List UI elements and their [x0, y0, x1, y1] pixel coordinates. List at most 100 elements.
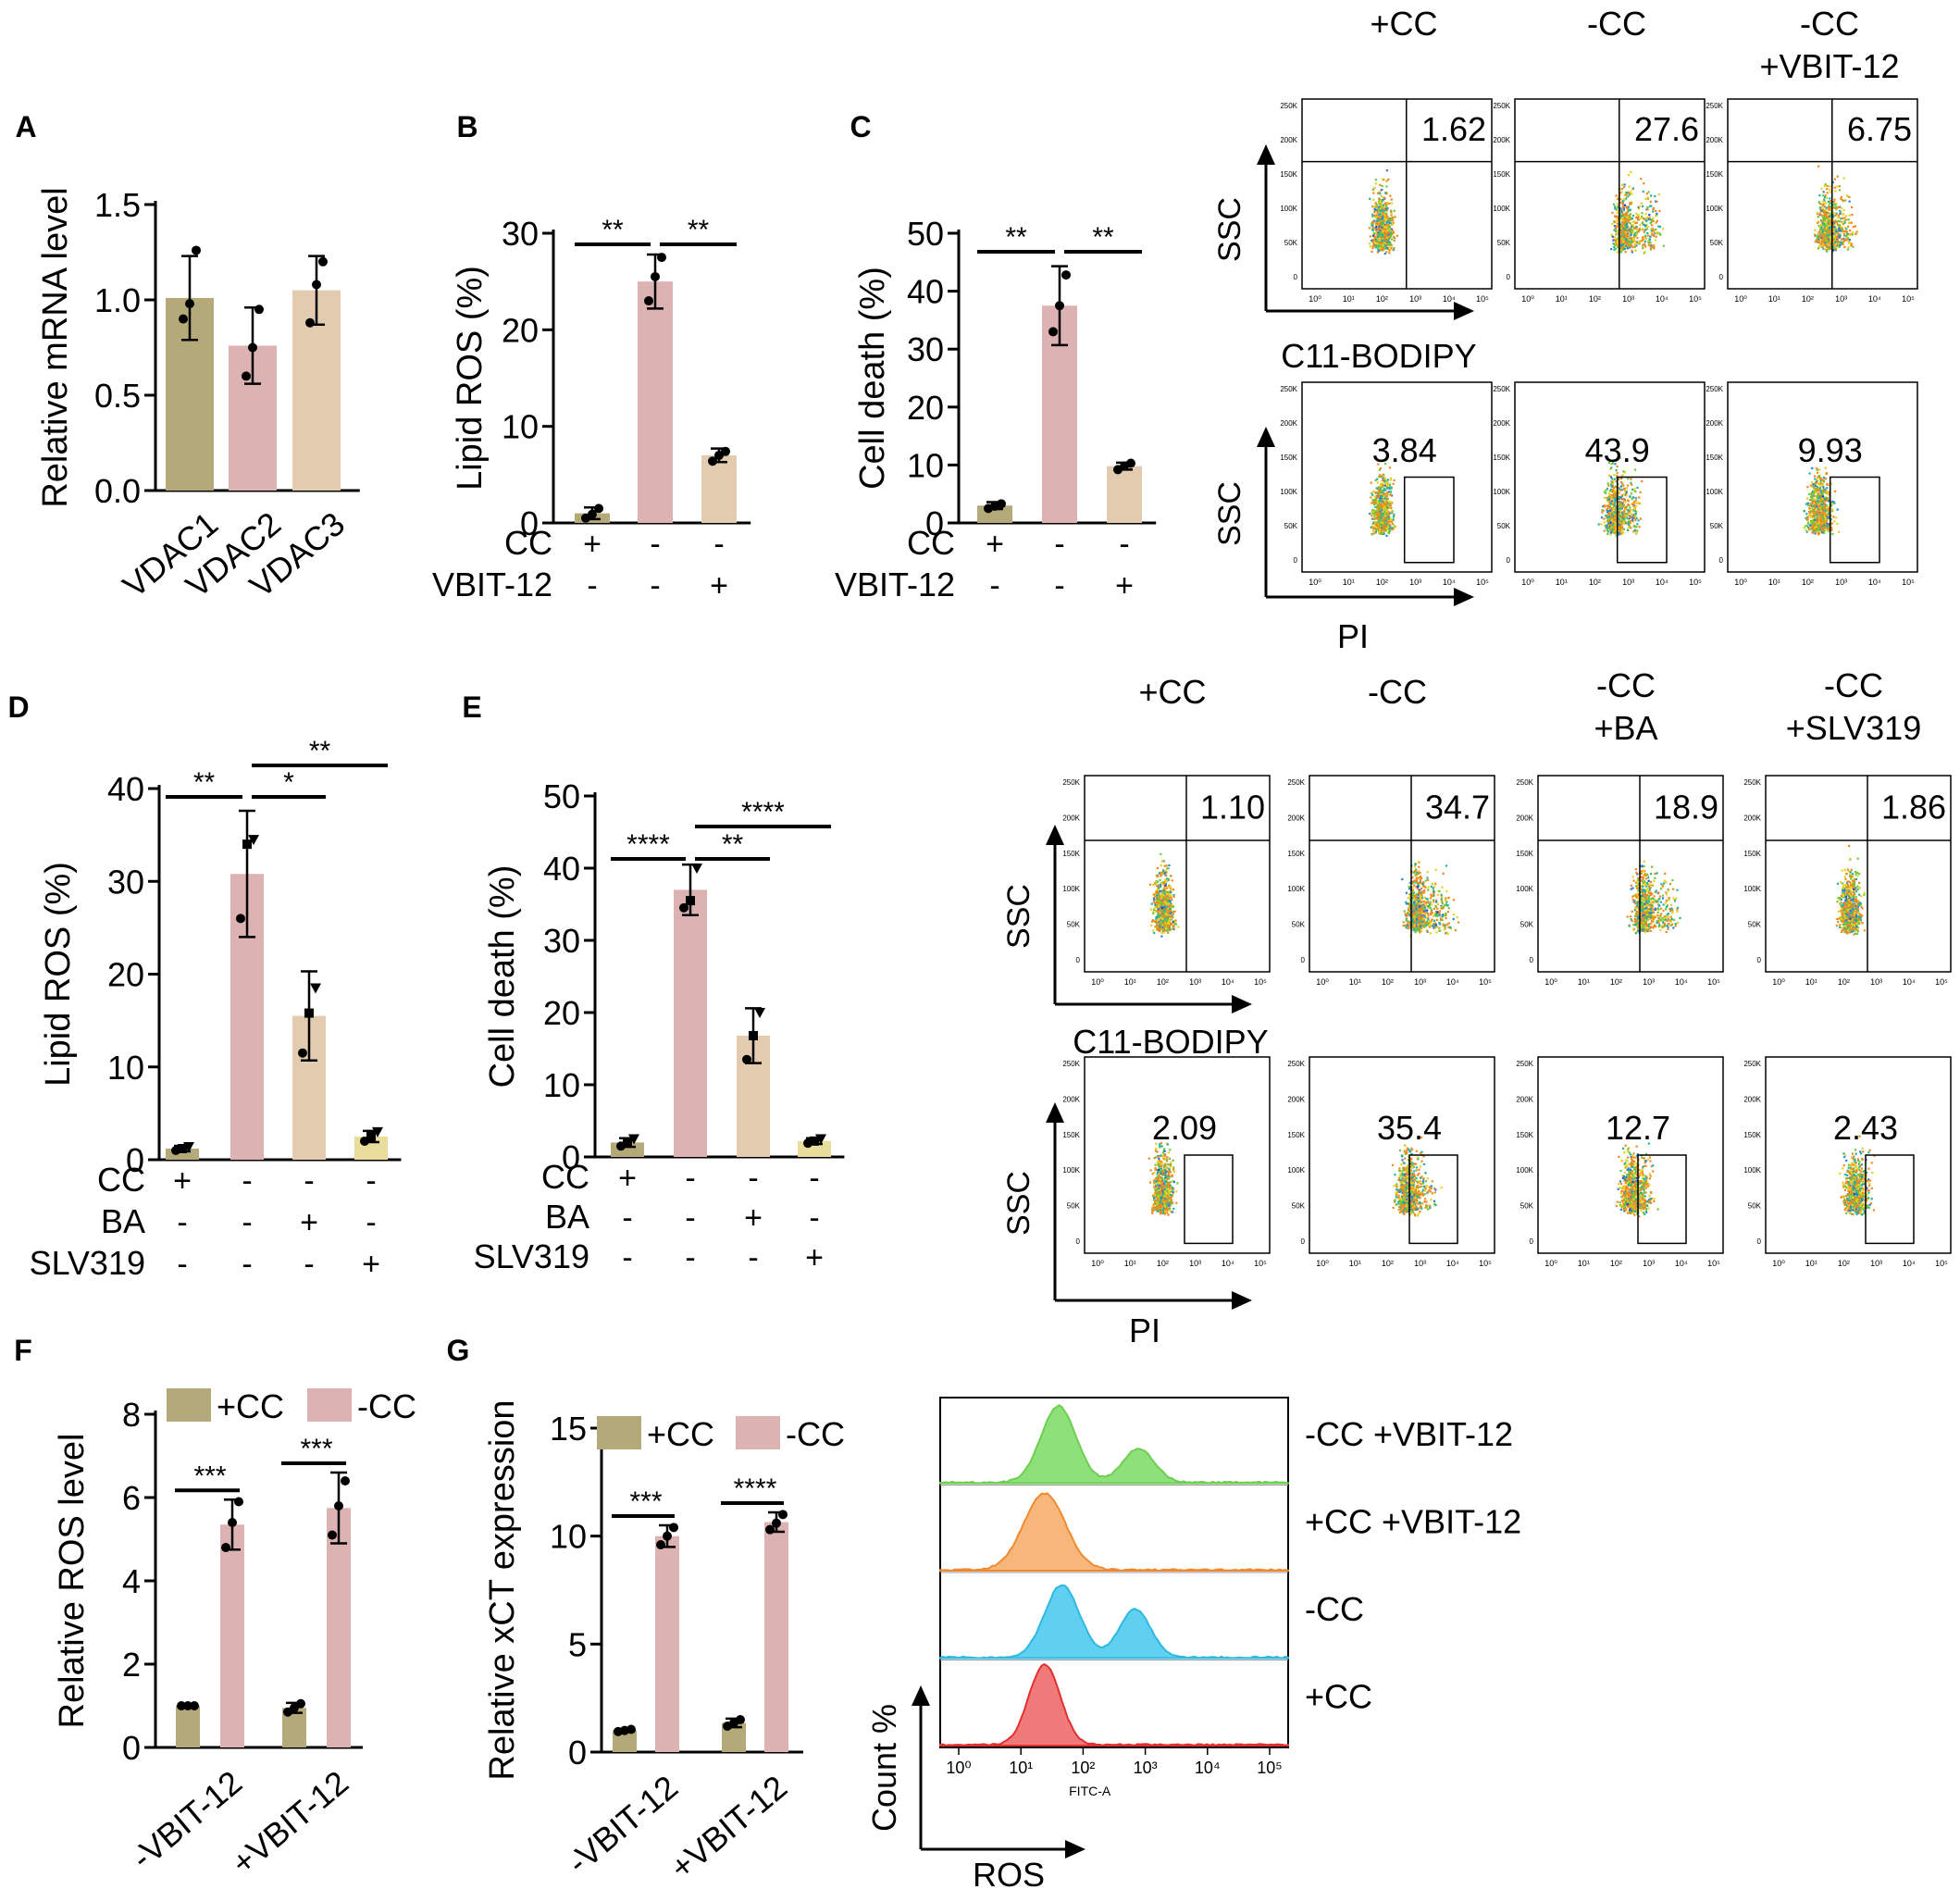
flow-y-tick: 0 — [1719, 273, 1724, 281]
bar — [655, 1535, 679, 1752]
cytometry-event — [1644, 197, 1647, 200]
flow-y-tick: 250K — [1493, 385, 1510, 393]
cytometry-event — [1843, 217, 1846, 219]
cytometry-event — [1378, 227, 1382, 230]
cytometry-event — [1834, 242, 1837, 246]
data-point — [248, 835, 259, 846]
cytometry-event — [1169, 901, 1172, 904]
cytometry-event — [1838, 224, 1842, 227]
cytometry-event — [1817, 476, 1819, 479]
cytometry-event — [1374, 515, 1377, 517]
cytometry-event — [1820, 236, 1823, 239]
cytometry-event — [1381, 245, 1383, 248]
cytometry-event — [1627, 194, 1630, 198]
cytometry-event — [1632, 237, 1635, 240]
cytometry-event — [1822, 222, 1825, 226]
cytometry-event — [1818, 513, 1822, 516]
cytometry-event — [1369, 245, 1371, 248]
flow-y-tick: 150K — [1706, 170, 1723, 179]
condition-label: CC — [541, 1158, 589, 1196]
y-tick-label: 1.5 — [94, 186, 141, 224]
cytometry-event — [1384, 482, 1387, 485]
cytometry-event — [1172, 913, 1175, 915]
cytometry-event — [1828, 217, 1830, 220]
y-tick-label: 0 — [562, 1138, 580, 1176]
cytometry-event — [1636, 529, 1639, 532]
cytometry-event — [1169, 900, 1172, 902]
cytometry-event — [1153, 907, 1156, 910]
cytometry-event — [1379, 207, 1382, 210]
cytometry-event — [1847, 237, 1850, 240]
cytometry-event — [1383, 514, 1387, 516]
cytometry-event — [1394, 237, 1396, 240]
cytometry-event — [1372, 234, 1375, 237]
cytometry-event — [1371, 517, 1374, 520]
cytometry-event — [1381, 503, 1383, 506]
condition-sign: - — [713, 527, 724, 562]
cytometry-event — [1617, 247, 1620, 250]
cytometry-event — [1840, 230, 1842, 232]
cytometry-event — [1622, 239, 1626, 242]
cytometry-event — [1383, 515, 1385, 517]
cytometry-event — [1835, 231, 1838, 234]
cytometry-event — [1614, 463, 1617, 466]
bar — [220, 1524, 244, 1747]
condition-sign: - — [685, 1240, 695, 1275]
y-axis-label: Lipid ROS (%) — [451, 266, 490, 491]
cytometry-event — [1607, 523, 1610, 526]
cytometry-event — [1825, 510, 1828, 513]
cytometry-event — [1823, 503, 1826, 505]
cytometry-event — [1655, 235, 1657, 238]
cytometry-event — [1843, 239, 1846, 242]
cytometry-event — [1830, 212, 1832, 215]
cytometry-event — [1611, 501, 1615, 503]
cytometry-event — [1623, 227, 1627, 230]
cytometry-event — [1627, 220, 1630, 223]
flow-x-tick: 10⁴ — [1443, 578, 1456, 587]
cytometry-event — [1381, 524, 1383, 528]
cytometry-event — [1829, 242, 1831, 245]
cytometry-event — [1383, 230, 1386, 233]
cytometry-event — [1817, 495, 1819, 499]
cytometry-event — [1622, 522, 1626, 525]
cytometry-event — [1646, 208, 1649, 211]
cytometry-event — [1633, 220, 1636, 223]
cytometry-event — [1390, 198, 1393, 201]
cytometry-event — [1387, 483, 1390, 487]
cytometry-event — [1618, 477, 1620, 479]
cytometry-event — [1835, 207, 1838, 210]
cytometry-event — [1625, 242, 1629, 245]
cytometry-event — [1384, 243, 1387, 247]
gate-percentage: 1.62 — [1421, 110, 1486, 148]
cytometry-event — [1662, 228, 1665, 230]
cytometry-event — [1383, 494, 1385, 497]
cytometry-event — [1814, 507, 1817, 510]
flow-x-tick: 10³ — [1835, 578, 1847, 587]
cytometry-event — [1825, 206, 1828, 209]
cytometry-event — [1837, 242, 1840, 244]
legend-swatch — [597, 1416, 641, 1449]
cytometry-event — [1824, 488, 1827, 491]
cytometry-event — [1826, 242, 1829, 246]
cytometry-event — [1620, 188, 1624, 191]
cytometry-event — [1822, 512, 1825, 515]
cytometry-event — [1659, 233, 1662, 236]
cytometry-event — [1836, 221, 1839, 224]
cytometry-event — [1606, 504, 1608, 507]
cytometry-event — [1843, 245, 1846, 249]
cytometry-event — [1812, 510, 1815, 513]
cytometry-event — [1816, 479, 1818, 481]
cytometry-event — [1609, 490, 1612, 492]
cytometry-event — [1812, 525, 1815, 528]
cytometry-event — [1369, 235, 1371, 238]
cytometry-event — [1371, 493, 1374, 496]
cytometry-event — [1815, 510, 1817, 513]
cytometry-event — [1823, 531, 1826, 535]
cytometry-event — [1822, 240, 1825, 242]
cytometry-event — [1824, 210, 1828, 213]
flow-y-tick: 200K — [1280, 136, 1297, 144]
cytometry-event — [1634, 249, 1637, 252]
cytometry-event — [1813, 509, 1816, 512]
flow-x-tick: 10² — [1802, 578, 1814, 587]
cytometry-event — [1822, 480, 1826, 483]
